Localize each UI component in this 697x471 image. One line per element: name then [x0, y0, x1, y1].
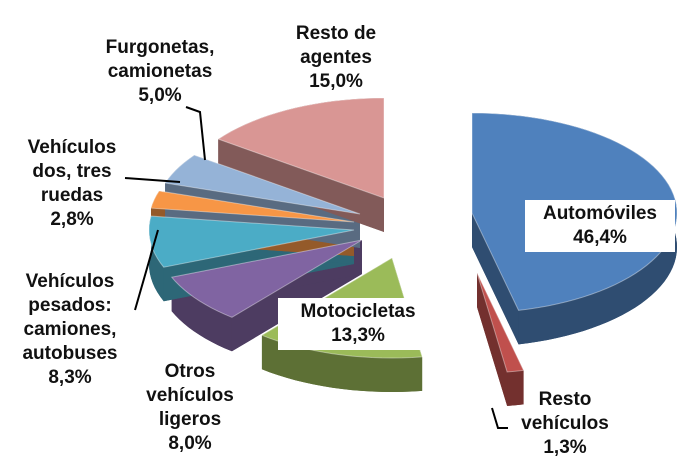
- slice-label: Vehículos dos, tres ruedas 2,8%: [10, 136, 135, 232]
- value-label: 46,4%: [573, 227, 627, 248]
- slice: [217, 97, 385, 199]
- category-label: Otros vehículos ligeros: [146, 361, 234, 430]
- slice-label: Automóviles 46,4%: [525, 200, 675, 252]
- slice-label: Resto de agentes 15,0%: [281, 22, 391, 94]
- category-label: Motocicletas: [300, 301, 416, 322]
- value-label: 8,0%: [168, 433, 212, 454]
- slice: [170, 239, 363, 318]
- slice-label: Furgonetas, camionetas 5,0%: [90, 36, 230, 108]
- slice-side: [149, 216, 164, 302]
- slice-label: Vehículos pesados: camiones, autobuses 8,…: [0, 270, 140, 390]
- value-label: 5,0%: [138, 85, 182, 106]
- slice-label: Resto vehículos 1,3%: [510, 388, 620, 460]
- slice-side: [472, 213, 519, 345]
- value-label: 8,3%: [48, 367, 92, 388]
- value-label: 1,3%: [543, 437, 587, 458]
- category-label: Automóviles: [542, 203, 658, 224]
- leader-line: [124, 177, 181, 183]
- leader-line: [134, 229, 159, 311]
- leader-line: [491, 407, 508, 429]
- category-label: Vehículos dos, tres ruedas: [27, 137, 117, 206]
- slice-side: [507, 370, 524, 406]
- slice: [476, 272, 525, 373]
- category-label: Resto de agentes: [295, 23, 377, 68]
- leader-line: [185, 106, 206, 161]
- value-label: 13,3%: [331, 325, 385, 346]
- slice: [150, 190, 355, 223]
- value-label: 2,8%: [50, 209, 94, 230]
- slice-side: [477, 273, 508, 406]
- category-label: Vehículos pesados: camiones, autobuses: [22, 271, 118, 364]
- slice: [148, 215, 355, 268]
- slice-label: Otros vehículos ligeros 8,0%: [135, 360, 245, 456]
- slice-label: Motocicletas 13,3%: [278, 298, 438, 350]
- category-label: Resto vehículos: [521, 389, 609, 434]
- value-label: 15,0%: [309, 71, 363, 92]
- category-label: Furgonetas, camionetas: [105, 37, 215, 82]
